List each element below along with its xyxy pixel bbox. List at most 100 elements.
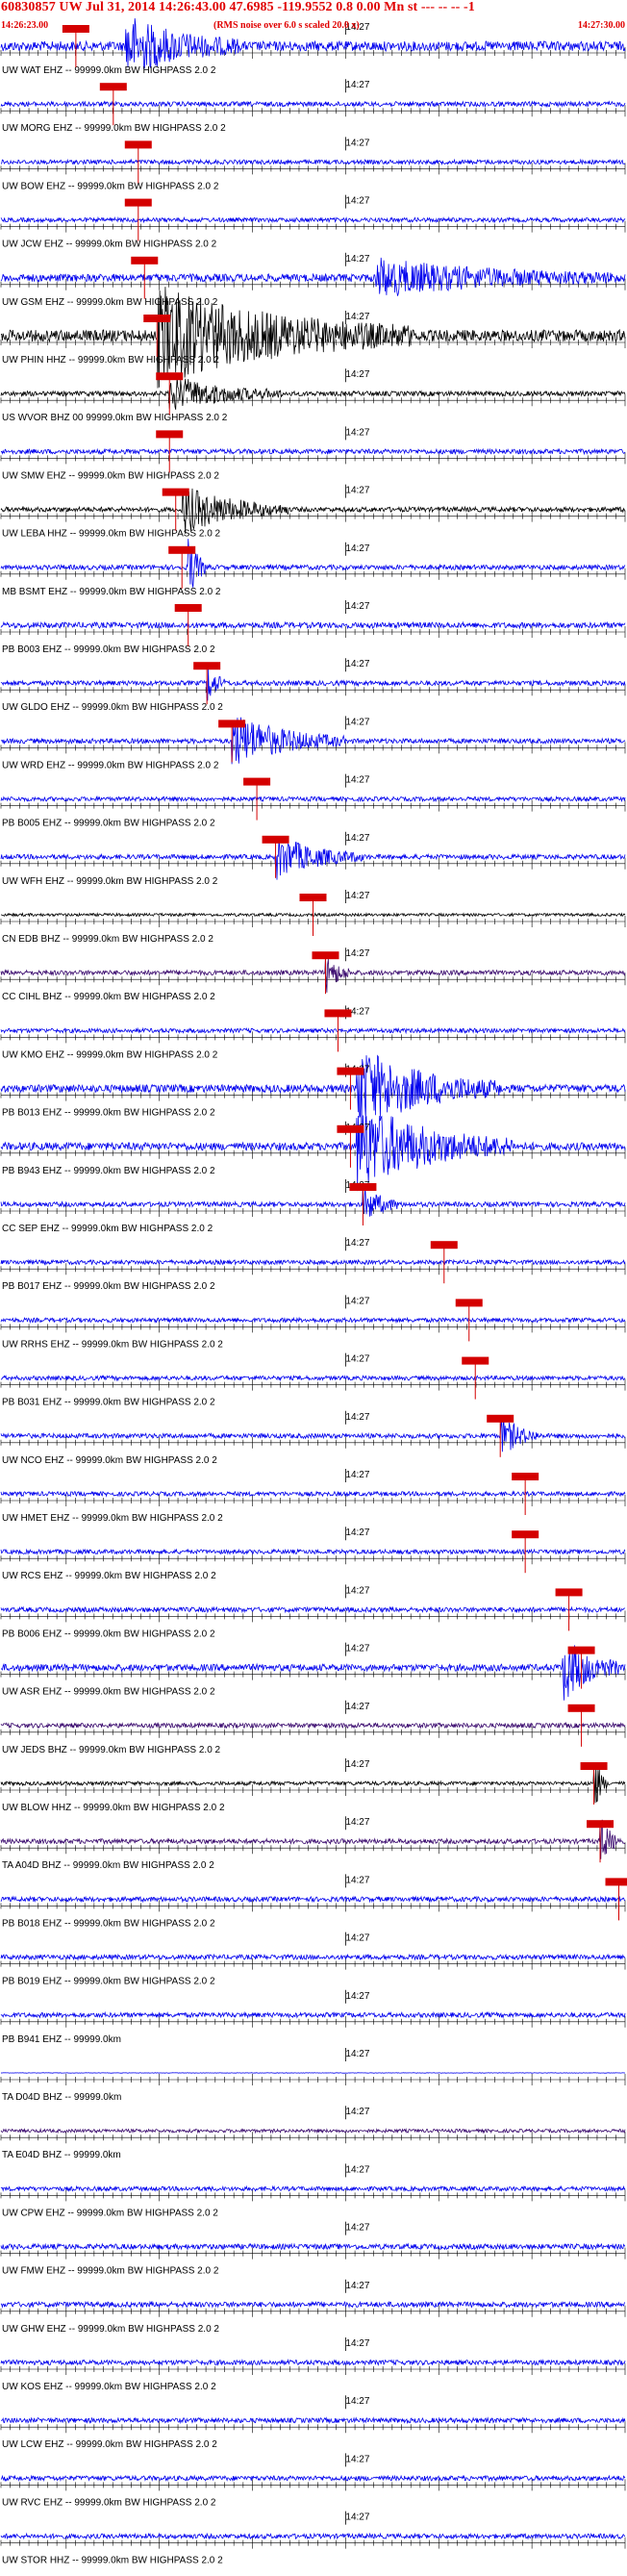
trace-38: 14:27 UW FMW EHZ -- 99999.0km BW HIGHPASS… (0, 2221, 626, 2277)
trace-23: 14:27 PB B031 EHZ -- 99999.0km BW HIGHPAS… (0, 1352, 626, 1408)
waveform (0, 539, 626, 588)
minute-mark-label: 14:27 (345, 833, 369, 844)
minute-mark-label: 14:27 (345, 254, 369, 265)
waveform (0, 1819, 626, 1859)
pick-marker (487, 1414, 514, 1423)
minute-mark-label: 14:27 (345, 2049, 369, 2059)
station-label: UW RCS EHZ -- 99999.0km BW HIGHPASS 2.0 … (2, 1571, 216, 1581)
waveform (0, 1895, 626, 1904)
station-label: CC SEP EHZ -- 99999.0km BW HIGHPASS 2.0 … (2, 1224, 213, 1234)
pick-marker (312, 951, 339, 960)
waveform (0, 2359, 626, 2366)
waveform (0, 1645, 626, 1701)
waveform (0, 488, 626, 535)
pick-marker (555, 1588, 583, 1597)
station-label: TA E04D BHZ -- 99999.0km (2, 2150, 121, 2160)
waveform (0, 215, 626, 224)
waveform (0, 1763, 626, 1804)
station-label: UW STOR HHZ -- 99999.0km BW HIGHPASS 2.0… (2, 2556, 223, 2566)
minute-mark-label: 14:27 (345, 196, 369, 207)
trace-13: 14:27 PB B005 EHZ -- 99999.0km BW HIGHPAS… (0, 773, 626, 829)
station-label: UW BOW EHZ -- 99999.0km BW HIGHPASS 2.0 … (2, 181, 219, 191)
trace-34: 14:27 PB B941 EHZ -- 99999.0km (0, 1989, 626, 2045)
pick-marker (567, 1704, 595, 1712)
pick-marker (324, 1009, 352, 1018)
pick-marker (156, 430, 184, 439)
pick-marker (580, 1762, 608, 1770)
trace-33: 14:27 PB B019 EHZ -- 99999.0km BW HIGHPAS… (0, 1932, 626, 1987)
station-label: TA A04D BHZ -- 99999.0km BW HIGHPASS 2.0… (2, 1860, 214, 1871)
trace-11: 14:27 UW GLDO EHZ -- 99999.0km BW HIGHPAS… (0, 658, 626, 713)
waveform (0, 100, 626, 109)
waveform (0, 2474, 626, 2483)
station-label: TA D04D BHZ -- 99999.0km (2, 2092, 121, 2103)
station-label: UW CPW EHZ -- 99999.0km BW HIGHPASS 2.0 … (2, 2208, 218, 2218)
minute-mark-label: 14:27 (345, 2281, 369, 2291)
minute-mark-label: 14:27 (345, 312, 369, 322)
station-label: PB B017 EHZ -- 99999.0km BW HIGHPASS 2.0… (2, 1281, 215, 1292)
station-label: UW RRHS EHZ -- 99999.0km BW HIGHPASS 2.0… (2, 1339, 223, 1350)
trace-32: 14:27 PB B018 EHZ -- 99999.0km BW HIGHPAS… (0, 1874, 627, 1929)
station-label: UW ASR EHZ -- 99999.0km BW HIGHPASS 2.0 … (2, 1687, 215, 1698)
trace-14: 14:27 UW WFH EHZ -- 99999.0km BW HIGHPASS… (0, 831, 626, 887)
station-label: PB B003 EHZ -- 99999.0km BW HIGHPASS 2.0… (2, 644, 215, 655)
pick-marker (262, 835, 289, 844)
pick-marker (455, 1299, 483, 1307)
station-label: PB B031 EHZ -- 99999.0km BW HIGHPASS 2.0… (2, 1398, 215, 1408)
station-label: UW JCW EHZ -- 99999.0km BW HIGHPASS 2.0 … (2, 240, 217, 250)
waveform (0, 257, 626, 296)
minute-mark-label: 14:27 (345, 1702, 369, 1712)
plot-header: 60830857 UW Jul 31, 2014 14:26:43.00 47.… (0, 0, 627, 35)
minute-mark-label: 14:27 (345, 2164, 369, 2175)
pick-marker (512, 1530, 539, 1539)
noise-scale-note: (RMS noise over 6.0 s scaled 20.0 x) (213, 20, 360, 31)
trace-35: 14:27 TA D04D BHZ -- 99999.0km (0, 2048, 626, 2103)
start-time-label: 14:26:23.00 (1, 20, 49, 31)
station-label: UW WAT EHZ -- 99999.0km BW HIGHPASS 2.0 … (2, 65, 216, 76)
waveform (0, 955, 626, 993)
waveform (0, 1109, 626, 1192)
station-label: PB B019 EHZ -- 99999.0km BW HIGHPASS 2.0… (2, 1977, 215, 1987)
minute-mark-label: 14:27 (345, 717, 369, 727)
station-label: UW SMW EHZ -- 99999.0km BW HIGHPASS 2.0 … (2, 470, 219, 481)
waveform (0, 2532, 625, 2540)
station-label: PB B006 EHZ -- 99999.0km BW HIGHPASS 2.0… (2, 1629, 215, 1639)
trace-40: 14:27 UW KOS EHZ -- 99999.0km BW HIGHPASS… (0, 2337, 626, 2392)
trace-9: 14:27 MB BSMT EHZ -- 99999.0km BW HIGHPAS… (0, 539, 626, 597)
trace-12: 14:27 UW WRD EHZ -- 99999.0km BW HIGHPASS… (0, 716, 626, 770)
trace-15: 14:27 CN EDB BHZ -- 99999.0km BW HIGHPASS… (0, 890, 626, 945)
trace-4: 14:27 UW GSM EHZ -- 99999.0km BW HIGHPASS… (0, 252, 626, 308)
minute-mark-label: 14:27 (345, 1991, 369, 2002)
waveform (0, 836, 626, 880)
waveform (0, 669, 626, 701)
pick-marker (337, 1124, 364, 1133)
minute-mark-label: 14:27 (345, 1875, 369, 1885)
station-label: CN EDB BHZ -- 99999.0km BW HIGHPASS 2.0 … (2, 934, 213, 945)
station-label: UW GHW EHZ -- 99999.0km BW HIGHPASS 2.0 … (2, 2324, 219, 2335)
trace-39: 14:27 UW GHW EHZ -- 99999.0km BW HIGHPASS… (0, 2279, 626, 2335)
pick-marker (337, 1067, 364, 1075)
pick-marker (462, 1356, 489, 1365)
waveform (0, 376, 626, 410)
minute-mark-label: 14:27 (345, 601, 369, 612)
minute-mark-label: 14:27 (345, 1296, 369, 1306)
waveform (0, 1026, 626, 1035)
trace-42: 14:27 UW RVC EHZ -- 99999.0km BW HIGHPASS… (0, 2453, 626, 2508)
minute-mark-label: 14:27 (345, 543, 369, 554)
station-label: PB B941 EHZ -- 99999.0km (2, 2034, 121, 2045)
waveform (0, 2185, 626, 2192)
trace-24: 14:27 UW NCO EHZ -- 99999.0km BW HIGHPASS… (0, 1410, 626, 1466)
minute-mark-label: 14:27 (345, 2223, 369, 2234)
station-label: UW GLDO EHZ -- 99999.0km BW HIGHPASS 2.0… (2, 702, 223, 713)
waveform (0, 1721, 626, 1730)
waveform (0, 1490, 626, 1498)
minute-mark-label: 14:27 (345, 1817, 369, 1828)
trace-17: 14:27 UW KMO EHZ -- 99999.0km BW HIGHPASS… (0, 1005, 626, 1060)
minute-mark-label: 14:27 (345, 2338, 369, 2349)
minute-mark-label: 14:27 (345, 1759, 369, 1770)
pick-marker (567, 1646, 595, 1654)
waveform (0, 1953, 626, 1961)
waveform (0, 1375, 626, 1382)
waveform (0, 620, 626, 630)
